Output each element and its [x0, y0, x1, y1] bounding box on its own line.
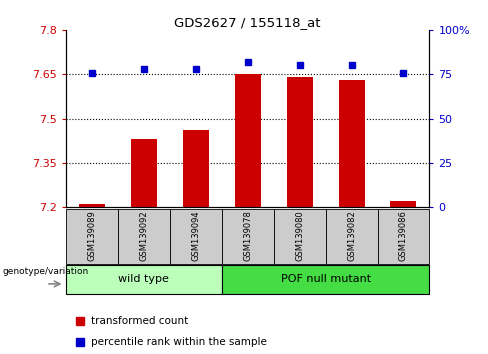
Bar: [325, 209, 378, 264]
Bar: [131, 139, 157, 207]
Text: GSM139092: GSM139092: [139, 210, 148, 261]
Text: wild type: wild type: [119, 274, 169, 284]
Text: GSM139094: GSM139094: [191, 210, 200, 261]
Text: GSM139089: GSM139089: [87, 210, 96, 261]
Bar: [378, 209, 429, 264]
Bar: [222, 265, 429, 294]
Bar: [183, 130, 209, 207]
Bar: [339, 80, 365, 207]
Text: genotype/variation: genotype/variation: [2, 267, 89, 276]
Bar: [66, 209, 118, 264]
Bar: [235, 74, 261, 207]
Bar: [286, 77, 313, 207]
Text: percentile rank within the sample: percentile rank within the sample: [91, 337, 267, 347]
Bar: [170, 209, 222, 264]
Text: transformed count: transformed count: [91, 316, 188, 326]
Bar: [222, 209, 274, 264]
Bar: [118, 209, 170, 264]
Bar: [79, 204, 105, 207]
Text: GSM139082: GSM139082: [347, 210, 356, 261]
Text: GSM139078: GSM139078: [243, 210, 252, 261]
Bar: [274, 209, 325, 264]
Text: POF null mutant: POF null mutant: [281, 274, 370, 284]
Bar: [66, 265, 222, 294]
Text: GSM139080: GSM139080: [295, 210, 304, 261]
Bar: [390, 201, 416, 207]
Text: GSM139086: GSM139086: [399, 210, 408, 261]
Title: GDS2627 / 155118_at: GDS2627 / 155118_at: [174, 16, 321, 29]
